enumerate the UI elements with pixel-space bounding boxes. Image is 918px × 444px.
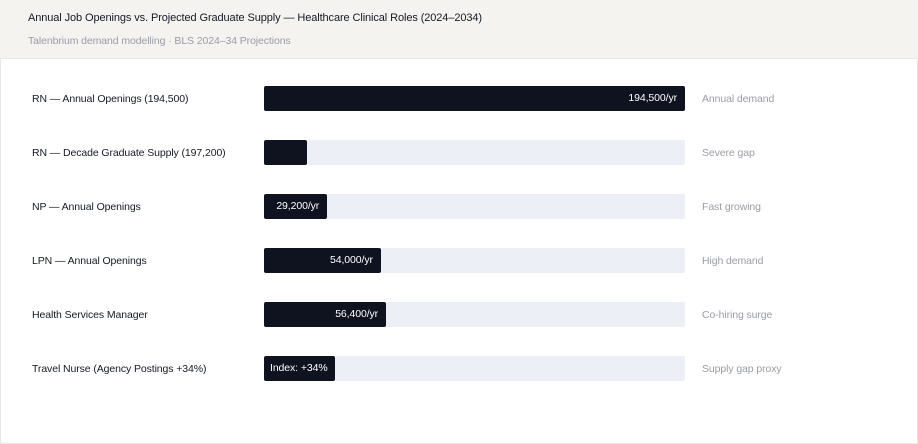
bar: 194,500/yr bbox=[264, 86, 685, 111]
row-label: RN — Decade Graduate Supply (197,200) bbox=[32, 146, 226, 159]
bar-track: Index: +34% bbox=[264, 356, 685, 381]
row-note: Annual demand bbox=[702, 92, 775, 105]
bar: 29,200/yr bbox=[264, 194, 328, 219]
bar-track: 194,500/yr bbox=[264, 86, 685, 111]
row-label: Travel Nurse (Agency Postings +34%) bbox=[32, 362, 207, 375]
row-note: Severe gap bbox=[702, 146, 755, 159]
chart-header: Annual Job Openings vs. Projected Gradua… bbox=[0, 0, 918, 59]
bar: Index: +34% bbox=[264, 356, 336, 381]
row-note: Supply gap proxy bbox=[702, 362, 782, 375]
row-label: Health Services Manager bbox=[32, 308, 148, 321]
bar-value-label: Index: +34% bbox=[270, 362, 328, 374]
bar-track bbox=[264, 140, 685, 165]
bar-track: 29,200/yr bbox=[264, 194, 685, 219]
bar-value-label: 29,200/yr bbox=[276, 200, 320, 212]
bar-value-label: 194,500/yr bbox=[628, 92, 677, 104]
bar-track: 56,400/yr bbox=[264, 302, 685, 327]
row-label: LPN — Annual Openings bbox=[32, 254, 147, 267]
row-note: Fast growing bbox=[702, 200, 761, 213]
bar: 54,000/yr bbox=[264, 248, 381, 273]
chart-title: Annual Job Openings vs. Projected Gradua… bbox=[28, 12, 482, 24]
row-label: RN — Annual Openings (194,500) bbox=[32, 92, 189, 105]
chart-subtitle: Talenbrium demand modelling · BLS 2024–3… bbox=[28, 35, 291, 47]
bar-value-label: 56,400/yr bbox=[335, 308, 379, 320]
bar bbox=[264, 140, 307, 165]
row-label: NP — Annual Openings bbox=[32, 200, 141, 213]
bar-value-label: 54,000/yr bbox=[329, 254, 373, 266]
bar-track: 54,000/yr bbox=[264, 248, 685, 273]
bar: 56,400/yr bbox=[264, 302, 387, 327]
row-note: High demand bbox=[702, 254, 764, 267]
row-note: Co-hiring surge bbox=[702, 308, 773, 321]
